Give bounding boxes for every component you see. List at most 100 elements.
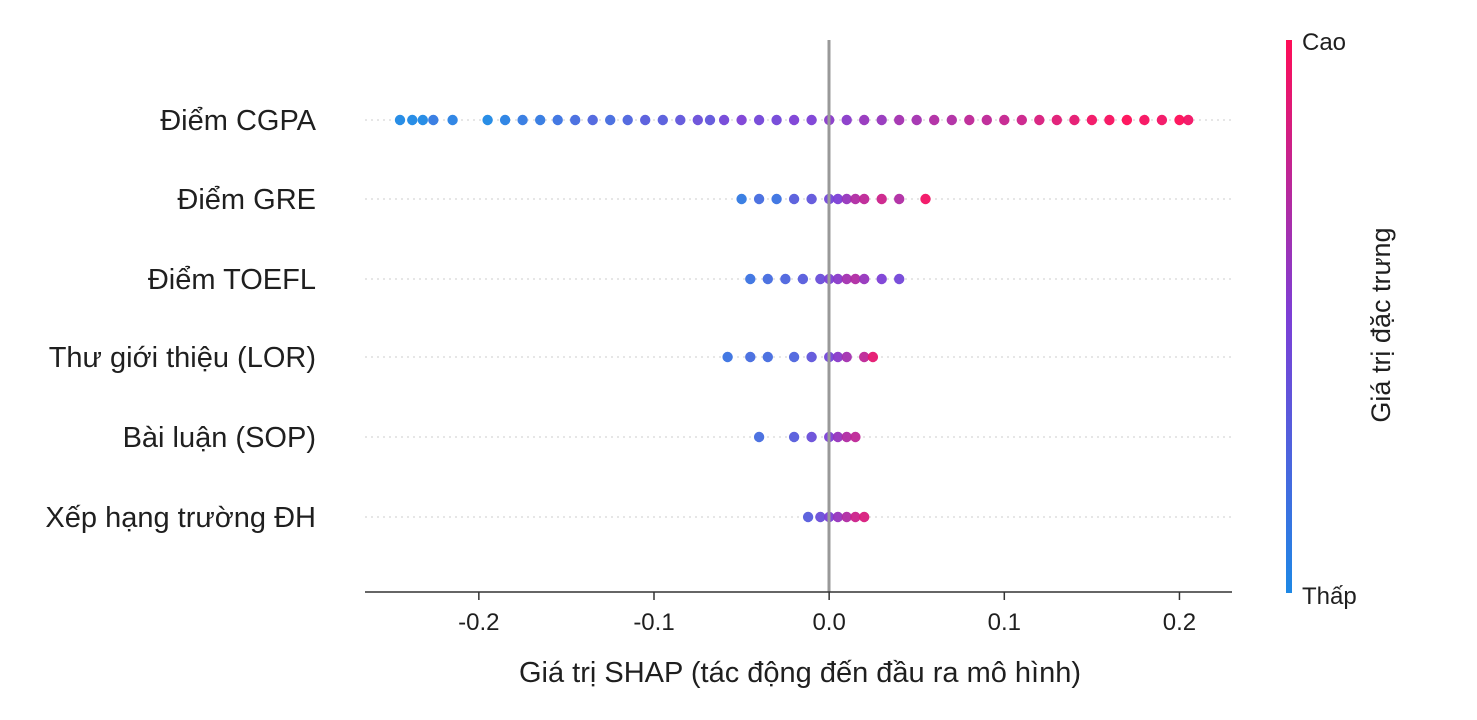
- shap-point: [722, 351, 733, 363]
- shap-point: [407, 114, 418, 126]
- shap-point: [1016, 114, 1027, 126]
- shap-point: [718, 114, 730, 126]
- shap-point: [815, 273, 826, 285]
- shap-point: [1034, 114, 1045, 126]
- x-tick-label: -0.1: [633, 609, 674, 636]
- shap-point: [587, 114, 598, 126]
- shap-point: [1051, 114, 1063, 126]
- shap-point: [850, 193, 861, 205]
- shap-point: [802, 511, 814, 523]
- shap-point: [570, 114, 581, 126]
- shap-point: [745, 351, 756, 363]
- shap-point: [832, 193, 844, 205]
- shap-point: [815, 511, 826, 523]
- feature-label: Thư giới thiệu (LOR): [49, 342, 316, 374]
- shap-point: [841, 273, 852, 285]
- shap-point: [876, 114, 887, 126]
- shap-point: [605, 114, 616, 126]
- shap-point: [841, 431, 852, 443]
- shap-point: [1174, 114, 1185, 126]
- shap-point: [417, 114, 428, 126]
- shap-point: [832, 511, 844, 523]
- shap-points: [394, 114, 1194, 523]
- shap-point: [788, 193, 800, 205]
- shap-point: [394, 114, 406, 126]
- shap-point: [640, 114, 651, 126]
- feature-label: Xếp hạng trường ĐH: [45, 502, 316, 534]
- colorbar-title: Giá trị đặc trưng: [1366, 227, 1396, 422]
- shap-point: [1156, 114, 1168, 126]
- shap-point: [841, 114, 852, 126]
- shap-point: [499, 114, 511, 126]
- shap-point: [753, 193, 765, 205]
- x-axis: -0.2 -0.1 0.0 0.1 0.2 Giá trị SHAP (tác động…: [365, 591, 1232, 689]
- shap-point: [692, 114, 703, 126]
- x-tick-label: 0.2: [1163, 609, 1196, 636]
- colorbar: Cao Thấp Giá trị đặc trưng: [1286, 29, 1396, 610]
- shap-point: [704, 114, 716, 126]
- feature-labels: Điểm CGPA Điểm GRE Điểm TOEFL Thư giới thiệ…: [45, 105, 316, 534]
- feature-label: Điểm TOEFL: [148, 264, 316, 296]
- shap-point: [788, 114, 800, 126]
- shap-point: [1104, 114, 1115, 126]
- shap-point: [894, 114, 905, 126]
- shap-point: [745, 273, 756, 285]
- shap-point: [535, 114, 546, 126]
- feature-label: Điểm CGPA: [160, 105, 316, 137]
- shap-point: [999, 114, 1010, 126]
- shap-point: [920, 193, 931, 205]
- shap-point: [850, 273, 861, 285]
- shap-point: [675, 114, 686, 126]
- shap-point: [517, 114, 528, 126]
- shap-point: [771, 193, 782, 205]
- shap-point: [1183, 114, 1194, 126]
- shap-point: [447, 114, 458, 126]
- x-tick-label: 0.0: [812, 609, 845, 636]
- shap-point: [859, 193, 870, 205]
- shap-point: [832, 351, 844, 363]
- shap-point: [946, 114, 957, 126]
- shap-point: [780, 273, 791, 285]
- shap-point: [657, 114, 668, 126]
- shap-point: [832, 273, 844, 285]
- shap-point: [771, 114, 782, 126]
- colorbar-gradient: [1286, 40, 1292, 593]
- shap-point: [797, 273, 809, 285]
- shap-point: [1139, 114, 1150, 126]
- shap-point: [806, 114, 817, 126]
- shap-point: [841, 511, 852, 523]
- shap-point: [929, 114, 940, 126]
- shap-point: [762, 273, 773, 285]
- colorbar-low-label: Thấp: [1302, 583, 1357, 610]
- x-axis-title: Giá trị SHAP (tác động đến đầu ra mô hìn…: [519, 657, 1081, 689]
- x-tick-label: 0.1: [988, 609, 1021, 636]
- shap-point: [753, 114, 765, 126]
- shap-point: [806, 431, 817, 443]
- shap-point: [736, 114, 747, 126]
- shap-point: [981, 114, 992, 126]
- feature-label: Bài luận (SOP): [123, 422, 316, 454]
- shap-point: [806, 351, 817, 363]
- shap-point: [876, 193, 887, 205]
- shap-point: [762, 351, 773, 363]
- shap-point: [806, 193, 817, 205]
- colorbar-high-label: Cao: [1302, 29, 1346, 56]
- shap-point: [736, 193, 747, 205]
- shap-point: [622, 114, 633, 126]
- shap-point: [867, 351, 879, 363]
- x-tick-label: -0.2: [458, 609, 499, 636]
- shap-point: [552, 114, 563, 126]
- shap-point: [850, 431, 861, 443]
- shap-point: [859, 114, 870, 126]
- shap-point: [850, 511, 861, 523]
- shap-point: [859, 511, 870, 523]
- shap-point: [428, 114, 439, 126]
- row-grid-lines: [365, 119, 1232, 518]
- shap-point: [1121, 114, 1133, 126]
- shap-point: [1086, 114, 1098, 126]
- shap-point: [841, 351, 852, 363]
- shap-point: [859, 273, 870, 285]
- shap-point: [894, 273, 905, 285]
- shap-point: [788, 351, 800, 363]
